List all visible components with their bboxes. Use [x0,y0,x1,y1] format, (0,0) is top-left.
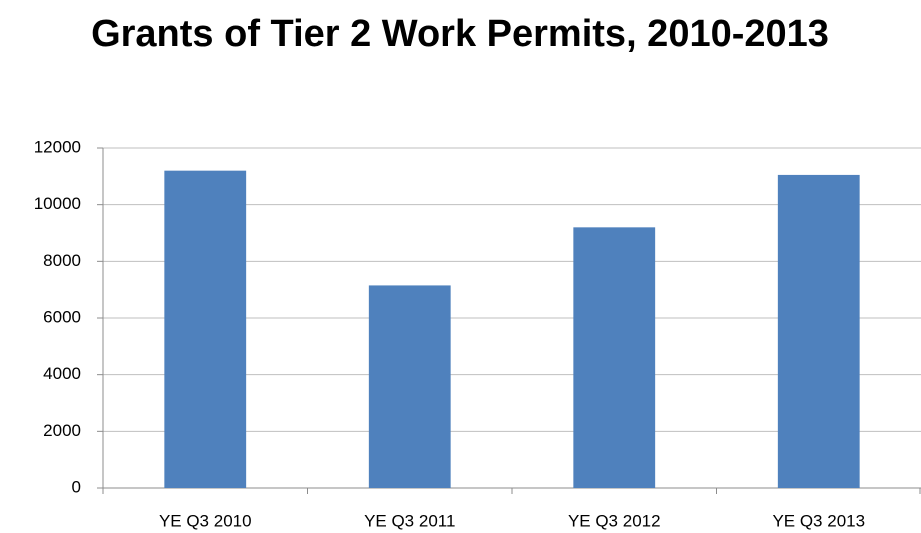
y-tick-label: 2000 [43,421,81,440]
bar [573,227,656,489]
y-tick-label: 12000 [34,137,81,156]
y-tick-label: 8000 [43,251,81,270]
x-tick-label: YE Q3 2010 [159,511,252,530]
bar [368,285,451,488]
x-tick-label: YE Q3 2013 [772,511,865,530]
y-tick-label: 6000 [43,307,81,326]
x-tick-label: YE Q3 2012 [568,511,661,530]
chart-title: Grants of Tier 2 Work Permits, 2010-2013 [91,13,829,55]
bar [777,174,860,488]
y-tick-label: 0 [72,477,81,496]
x-tick-label: YE Q3 2011 [364,511,455,530]
y-tick-label: 10000 [34,194,81,213]
y-tick-label: 4000 [43,364,81,383]
bar [164,170,247,488]
